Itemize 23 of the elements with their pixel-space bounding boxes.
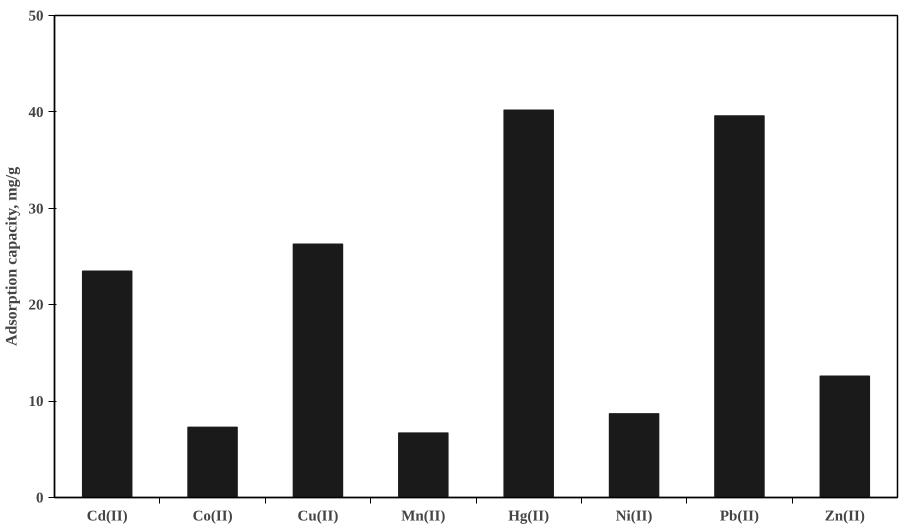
y-tick-label: 30 — [28, 201, 44, 218]
x-tick-label: Cu(II) — [298, 508, 338, 524]
x-tick-label: Co(II) — [192, 508, 233, 524]
y-tick-label: 50 — [28, 8, 44, 24]
y-tick-label: 40 — [28, 104, 44, 121]
x-tick-label: Hg(II) — [508, 508, 550, 524]
bar — [187, 426, 238, 498]
bar — [608, 413, 660, 498]
x-tick-label: Zn(II) — [824, 508, 865, 524]
bar — [820, 376, 870, 498]
bar — [503, 109, 554, 498]
y-tick-label: 0 — [36, 490, 44, 506]
y-tick-label: 10 — [28, 394, 44, 410]
y-axis-title: Adsorption capacity, mg/g — [4, 166, 20, 346]
x-tick-label: Pb(II) — [720, 508, 760, 524]
x-tick-label: Ni(II) — [616, 508, 652, 524]
bar — [398, 432, 449, 498]
bar — [714, 115, 765, 498]
y-tick-label: 20 — [28, 298, 44, 314]
x-tick-label: Cd(II) — [86, 508, 128, 524]
bar — [292, 243, 344, 498]
bar — [82, 270, 132, 498]
x-tick-label: Mn(II) — [401, 508, 446, 524]
